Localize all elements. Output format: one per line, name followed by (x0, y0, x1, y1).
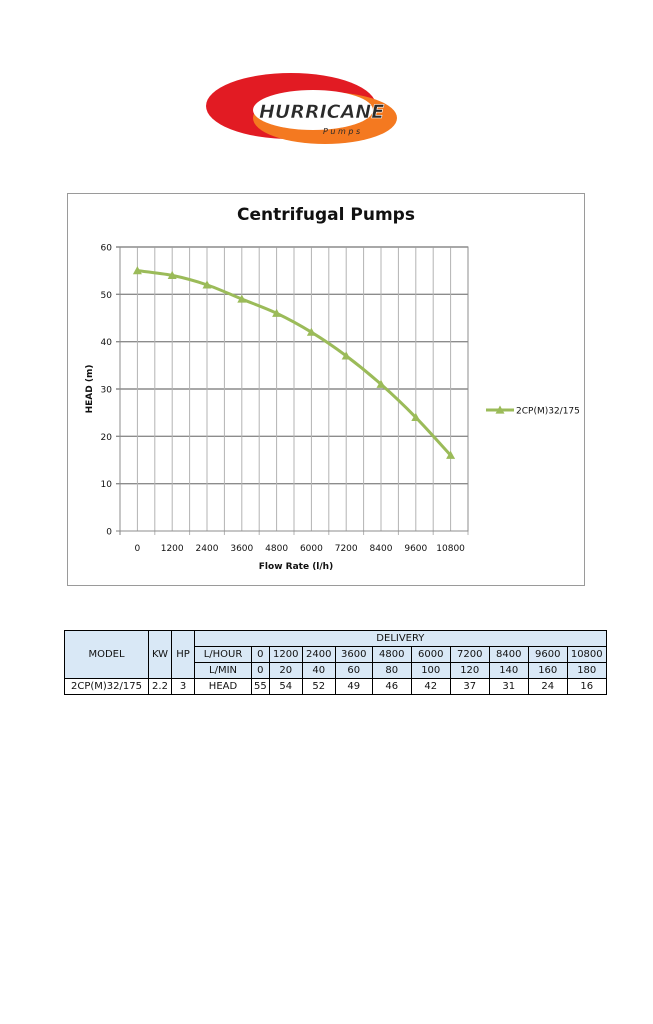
chart-card: Centrifugal Pumps 0 10 20 30 40 50 60 0 1200 2400… (67, 193, 585, 586)
x-tick-label: 3600 (230, 544, 253, 554)
model-header: MODEL (64, 630, 149, 679)
x-axis-label: Flow Rate (l/h) (259, 562, 333, 572)
chart-title: Centrifugal Pumps (237, 205, 415, 225)
series-line (137, 269, 452, 457)
data-point-marker (132, 266, 142, 275)
head-cell: 49 (334, 678, 373, 695)
head-cell: 52 (301, 678, 336, 695)
logo-graphic: HURRICANE P u m p s (206, 73, 397, 144)
x-tick-label: 7200 (335, 544, 358, 554)
head-cell: 54 (268, 678, 303, 695)
lmin-cell: 160 (527, 662, 568, 679)
legend-marker (495, 405, 505, 414)
y-tick-label: 50 (101, 291, 113, 301)
head-cell: 55 (251, 678, 270, 695)
lhour-cell: 0 (251, 646, 270, 663)
head-cell: 16 (566, 678, 607, 695)
head-label: HEAD (194, 678, 252, 695)
lhour-cell: 2400 (301, 646, 336, 663)
hp-cell: 3 (171, 678, 195, 695)
lhour-cell: 7200 (449, 646, 490, 663)
lmin-cell: 140 (488, 662, 529, 679)
head-cell: 42 (410, 678, 451, 695)
lhour-row: L/HOUR 0 1200 2400 3600 4800 6000 7200 8400 9600… (65, 646, 607, 663)
lmin-cell: 80 (371, 662, 412, 679)
hurricane-pumps-logo: HURRICANE P u m p s (205, 70, 400, 148)
lmin-cell: 100 (410, 662, 451, 679)
lmin-cell: 60 (334, 662, 373, 679)
table-row: 2CP(M)32/175 2.2 3 HEAD 55 54 52 49 46 42 37 31… (64, 678, 607, 695)
head-cell: 37 (449, 678, 490, 695)
spec-table: MODEL KW HP DELIVERY L/HOUR 0 1200 2400 360… (64, 630, 607, 695)
x-tick-label: 9600 (404, 544, 427, 554)
hp-header: HP (171, 630, 195, 679)
lhour-label: L/HOUR (194, 646, 252, 663)
delivery-header: DELIVERY (194, 630, 607, 647)
data-point-marker (237, 294, 247, 303)
x-tick-label: 4800 (265, 544, 288, 554)
y-tick-label: 30 (101, 386, 113, 396)
lmin-cell: 0 (251, 662, 270, 679)
x-tick-label: 1200 (161, 544, 184, 554)
head-cell: 31 (488, 678, 529, 695)
data-point-marker (306, 327, 316, 336)
x-tick-label: 2400 (196, 544, 219, 554)
lmin-cell: 20 (268, 662, 303, 679)
logo-text: HURRICANE (259, 101, 384, 123)
y-axis-label: HEAD (m) (85, 365, 95, 414)
data-point-marker (341, 351, 351, 360)
y-tick-label: 20 (101, 433, 113, 443)
lhour-cell: 10800 (566, 646, 607, 663)
lhour-cell: 4800 (371, 646, 412, 663)
logo-subtext: P u m p s (323, 127, 360, 136)
lmin-label: L/MIN (194, 662, 252, 679)
model-cell: 2CP(M)32/175 (64, 678, 149, 695)
y-tick-label: 10 (101, 480, 113, 490)
data-point-marker (202, 280, 212, 289)
lhour-cell: 3600 (334, 646, 373, 663)
data-point-marker (446, 450, 456, 459)
data-point-marker (167, 270, 177, 279)
line-chart: 0 10 20 30 40 50 60 0 1200 2400 3600 4800 6000 7200 84… (85, 244, 580, 573)
head-cell: 46 (371, 678, 412, 695)
data-point-marker (272, 308, 282, 317)
lmin-cell: 40 (301, 662, 336, 679)
kw-header: KW (148, 630, 172, 679)
data-point-marker (376, 379, 386, 388)
head-cell: 24 (527, 678, 568, 695)
table-header-row: MODEL KW HP DELIVERY (64, 630, 607, 679)
y-tick-label: 40 (101, 338, 113, 348)
lhour-cell: 9600 (527, 646, 568, 663)
kw-cell: 2.2 (148, 678, 172, 695)
legend-label: 2CP(M)32/175 (516, 407, 580, 417)
data-point-marker (411, 412, 421, 421)
lmin-row: L/MIN 0 20 40 60 80 100 120 140 160 180 (65, 662, 607, 679)
y-tick-label: 60 (101, 244, 113, 254)
lmin-cell: 180 (566, 662, 607, 679)
x-tick-label: 10800 (436, 544, 465, 554)
lhour-cell: 6000 (410, 646, 451, 663)
plot-area-border (119, 246, 469, 532)
lhour-cell: 8400 (488, 646, 529, 663)
x-tick-label: 6000 (300, 544, 323, 554)
lmin-cell: 120 (449, 662, 490, 679)
lhour-cell: 1200 (268, 646, 303, 663)
x-tick-label: 0 (135, 544, 141, 554)
x-tick-label: 8400 (370, 544, 393, 554)
y-tick-label: 0 (106, 528, 112, 538)
